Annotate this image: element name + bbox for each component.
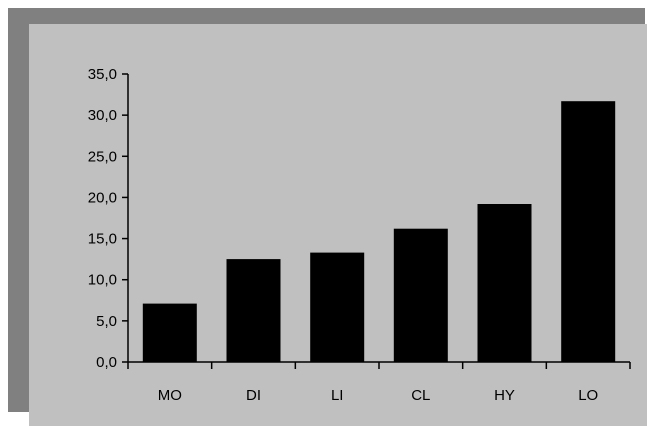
bar-group — [142, 101, 616, 362]
y-tick-label-1: 5,0 — [96, 313, 117, 330]
x-tick-label-cl: CL — [411, 387, 430, 404]
y-tick-label-0: 0,0 — [96, 354, 117, 371]
x-tick-labels: MO DI LI CL HY LO — [158, 387, 598, 404]
y-tick-label-5: 25,0 — [88, 148, 117, 165]
x-tick-label-hy: HY — [494, 387, 515, 404]
y-tick-label-6: 30,0 — [88, 107, 117, 124]
bar-li — [310, 252, 365, 362]
bar-mo — [142, 303, 197, 362]
x-tick-label-lo: LO — [578, 387, 598, 404]
y-tick-labels: 0,0 5,0 10,0 15,0 20,0 25,0 30,0 35,0 — [88, 66, 117, 371]
y-tick-label-2: 10,0 — [88, 272, 117, 289]
y-tick-label-3: 15,0 — [88, 231, 117, 248]
x-tick-label-di: DI — [246, 387, 261, 404]
axes — [122, 73, 631, 369]
bar-hy — [477, 204, 532, 362]
bar-cl — [393, 228, 448, 362]
bar-di — [226, 259, 281, 362]
bar-lo — [561, 101, 616, 362]
y-tick-label-4: 20,0 — [88, 189, 117, 206]
x-tick-label-mo: MO — [158, 387, 182, 404]
y-tick-label-7: 35,0 — [88, 66, 117, 83]
x-tick-label-li: LI — [331, 387, 344, 404]
